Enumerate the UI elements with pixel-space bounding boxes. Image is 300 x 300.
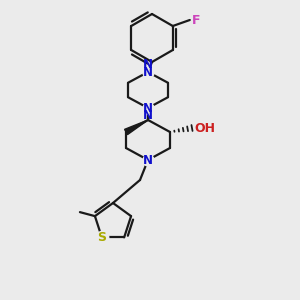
Text: S: S bbox=[97, 231, 106, 244]
Polygon shape bbox=[124, 120, 148, 135]
Text: F: F bbox=[192, 14, 200, 26]
Text: N: N bbox=[143, 109, 153, 122]
Text: N: N bbox=[143, 101, 153, 115]
Text: N: N bbox=[143, 58, 153, 71]
Text: N: N bbox=[143, 65, 153, 79]
Text: N: N bbox=[143, 154, 153, 166]
Text: OH: OH bbox=[194, 122, 215, 134]
